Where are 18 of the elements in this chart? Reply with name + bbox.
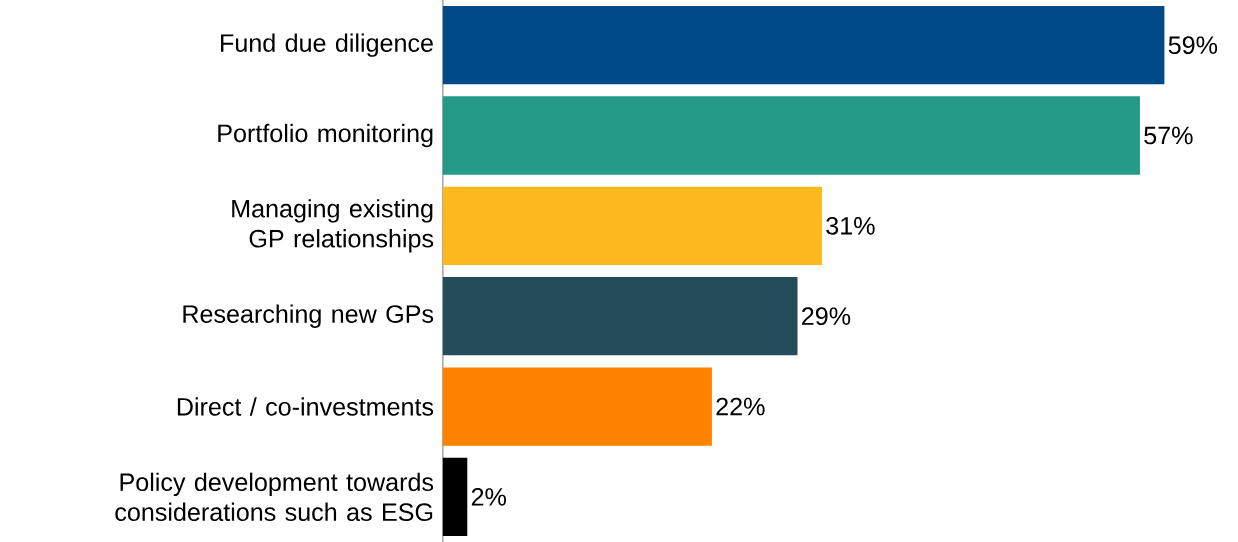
data-label: 29% <box>802 307 851 326</box>
bar <box>442 457 468 536</box>
data-label: 59% <box>1168 36 1218 55</box>
data-label: 57% <box>1144 126 1193 145</box>
bar <box>442 96 1140 175</box>
bar <box>442 186 822 265</box>
y-tick-label: Managing existing GP relationships <box>232 199 434 253</box>
bar <box>442 6 1165 85</box>
data-label: 2% <box>471 488 506 506</box>
data-label: 22% <box>716 397 765 416</box>
y-tick-label: Policy development towards considerations such as ESG <box>115 472 434 522</box>
data-label: 31% <box>826 216 875 235</box>
y-tick-label: Researching new GPs <box>183 304 434 328</box>
bar <box>442 277 798 356</box>
y-tick-label: Fund due diligence <box>221 33 433 57</box>
y-tick-label: Direct / co-investments <box>177 397 434 416</box>
y-tick-label: Portfolio monitoring <box>218 123 433 148</box>
bar <box>442 367 712 446</box>
